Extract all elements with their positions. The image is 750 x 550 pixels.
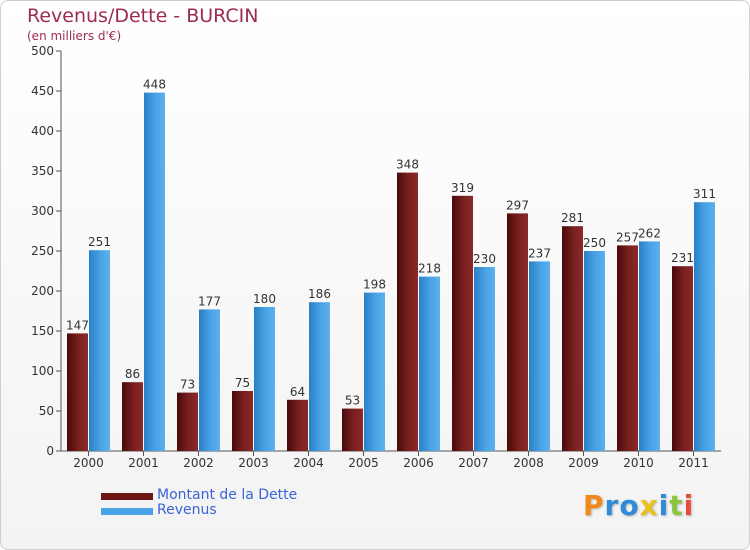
x-tick-label: 2003 xyxy=(238,456,269,470)
debt-value-label: 64 xyxy=(290,385,305,399)
debt-bar xyxy=(617,245,638,451)
y-tick-label: 250 xyxy=(31,244,54,258)
logo-letter: i xyxy=(658,489,670,522)
x-tick-label: 2006 xyxy=(403,456,434,470)
revenus-bar xyxy=(364,292,385,451)
y-tick-label: 300 xyxy=(31,204,54,218)
debt-bar xyxy=(287,399,308,451)
x-tick-label: 2001 xyxy=(128,456,159,470)
x-tick-label: 2009 xyxy=(568,456,599,470)
y-tick-label: 0 xyxy=(46,444,54,458)
revenus-bar xyxy=(144,92,165,451)
debt-bar xyxy=(67,333,88,451)
revenus-value-label: 251 xyxy=(88,235,111,249)
debt-bar xyxy=(232,391,253,451)
revenus-value-label: 186 xyxy=(308,287,331,301)
revenus-bar xyxy=(474,267,495,451)
revenus-value-label: 177 xyxy=(198,294,221,308)
debt-bar xyxy=(122,382,143,451)
revenus-bar xyxy=(584,251,605,451)
debt-value-label: 86 xyxy=(125,367,140,381)
logo-letter: t xyxy=(669,489,684,522)
debt-value-label: 75 xyxy=(235,376,250,390)
revenus-value-label: 448 xyxy=(143,78,166,92)
revenus-bar xyxy=(639,241,660,451)
revenus-value-label: 250 xyxy=(583,236,606,250)
chart-title: Revenus/Dette - BURCIN xyxy=(27,5,259,27)
legend-swatch-revenus xyxy=(101,508,153,515)
debt-bar xyxy=(507,213,528,451)
y-tick-label: 500 xyxy=(31,44,54,58)
y-tick-label: 350 xyxy=(31,164,54,178)
x-tick-label: 2010 xyxy=(623,456,654,470)
revenus-value-label: 237 xyxy=(528,246,551,260)
revenus-value-label: 311 xyxy=(693,187,716,201)
x-tick-label: 2007 xyxy=(458,456,489,470)
x-tick-label: 2005 xyxy=(348,456,379,470)
x-tick-label: 2011 xyxy=(678,456,709,470)
revenus-value-label: 230 xyxy=(473,252,496,266)
revenus-bar xyxy=(254,307,275,451)
revenus-bar xyxy=(419,276,440,451)
revenus-value-label: 218 xyxy=(418,262,441,276)
revenus-bar xyxy=(199,309,220,451)
revenus-value-label: 198 xyxy=(363,278,386,292)
revenus-value-label: 262 xyxy=(638,226,661,240)
debt-bar xyxy=(672,266,693,451)
x-tick-label: 2002 xyxy=(183,456,214,470)
debt-value-label: 281 xyxy=(561,211,584,225)
logo-letter: r xyxy=(604,489,620,522)
revenus-bar xyxy=(309,302,330,451)
y-tick-label: 100 xyxy=(31,364,54,378)
debt-value-label: 348 xyxy=(396,158,419,172)
revenus-bar xyxy=(89,250,110,451)
debt-value-label: 147 xyxy=(66,318,89,332)
debt-value-label: 231 xyxy=(671,251,694,265)
debt-value-label: 319 xyxy=(451,181,474,195)
logo-letter: x xyxy=(639,489,659,522)
legend-label-debt: Montant de la Dette xyxy=(157,487,298,503)
y-tick-label: 50 xyxy=(39,404,54,418)
legend-swatch-debt xyxy=(101,493,153,500)
revenus-value-label: 180 xyxy=(253,292,276,306)
logo-letter: P xyxy=(583,489,605,522)
revenus-bar xyxy=(694,202,715,451)
debt-value-label: 73 xyxy=(180,378,195,392)
debt-value-label: 53 xyxy=(345,394,360,408)
debt-bar xyxy=(177,392,198,451)
y-tick-label: 200 xyxy=(31,284,54,298)
legend-label-revenus: Revenus xyxy=(157,502,217,518)
x-tick-label: 2000 xyxy=(73,456,104,470)
revenus-bar xyxy=(529,261,550,451)
debt-value-label: 297 xyxy=(506,198,529,212)
x-tick-label: 2008 xyxy=(513,456,544,470)
logo-letter: i xyxy=(683,489,695,522)
debt-bar xyxy=(397,172,418,451)
debt-bar xyxy=(452,195,473,451)
y-tick-label: 400 xyxy=(31,124,54,138)
chart-subtitle: (en milliers d'€) xyxy=(27,29,122,43)
y-tick-label: 450 xyxy=(31,84,54,98)
logo-letter: o xyxy=(619,489,640,522)
debt-value-label: 257 xyxy=(616,230,639,244)
debt-bar xyxy=(342,408,363,451)
proxiti-logo: Proxiti xyxy=(583,489,694,522)
y-tick-label: 150 xyxy=(31,324,54,338)
x-tick-label: 2004 xyxy=(293,456,324,470)
debt-bar xyxy=(562,226,583,451)
